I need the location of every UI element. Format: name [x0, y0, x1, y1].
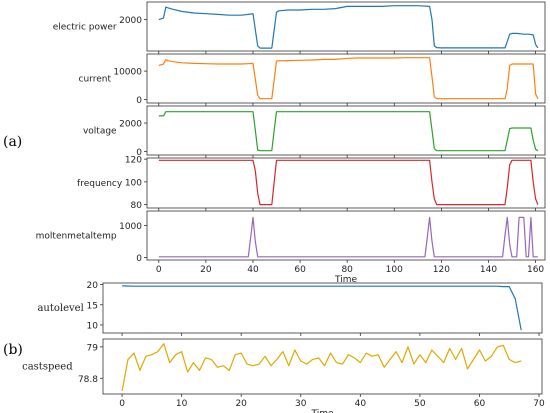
x-tick-label: 40: [247, 265, 259, 275]
x-axis-label: Time: [334, 275, 357, 285]
y-tick-label: 100: [125, 178, 142, 188]
plot-frame: [146, 105, 546, 156]
x-tick-label: 50: [414, 399, 426, 409]
x-tick-label: 140: [480, 265, 497, 275]
y-axis-label: moltenmetaltemp: [36, 232, 117, 242]
plot-frame: [146, 210, 546, 261]
chart-panel-5: 0 1000 0 20 40 60 80 100 120 140 160 moltenmetaltem…: [36, 210, 546, 285]
x-tick-label: 160: [527, 265, 544, 275]
plot-frame: [146, 157, 546, 209]
y-tick-label: 10000: [113, 68, 142, 78]
chart-panel-7: 78.8 79 0 10 20 30 40 50 60 70 castspeed Time: [22, 338, 545, 413]
x-tick-label: 120: [433, 265, 450, 275]
y-tick-label: 80: [131, 201, 143, 211]
plot-frame: [146, 53, 546, 104]
x-tick-label: 60: [474, 399, 486, 409]
chart-panel-4: 80 100 120 frequency: [77, 156, 546, 211]
y-axis-label: voltage: [83, 127, 117, 137]
y-tick-label: 0: [136, 254, 142, 264]
y-tick-label: 20: [87, 281, 99, 291]
plot-frame: [102, 338, 543, 395]
y-tick-label: 78.8: [78, 375, 98, 385]
series-line-current: [158, 57, 539, 100]
x-tick-label: 100: [386, 265, 403, 275]
y-tick-label: 79: [87, 343, 99, 353]
x-axis-label: Time: [310, 409, 333, 413]
panel-label-b: (b): [3, 342, 23, 358]
x-tick-label: 10: [176, 399, 188, 409]
plot-frame: [146, 1, 546, 52]
y-axis-label: autolevel: [37, 303, 83, 314]
y-axis-label: current: [79, 75, 112, 85]
y-tick-label: 0: [136, 96, 142, 106]
series-line-castspeed: [121, 343, 522, 392]
x-tick-label: 0: [119, 399, 125, 409]
chart-panel-6: 10 15 20 autolevel: [37, 281, 543, 336]
plot-frame: [102, 282, 543, 334]
x-tick-label: 80: [341, 265, 353, 275]
y-axis-label: castspeed: [22, 362, 73, 373]
y-tick-label: 1000: [119, 222, 142, 232]
y-tick-label: 15: [87, 301, 98, 311]
series-line-frequency: [158, 159, 539, 206]
series-line-electric power: [158, 5, 539, 49]
y-axis-label: frequency: [77, 179, 123, 189]
y-tick-label: 10: [87, 321, 99, 331]
y-axis-label: electric power: [53, 23, 117, 33]
y-tick-label: 2000: [119, 120, 142, 130]
series-line-moltenmetaltemp: [158, 216, 538, 258]
series-line-voltage: [158, 111, 539, 152]
y-tick-label: 0: [136, 148, 142, 158]
x-tick-label: 40: [355, 399, 367, 409]
x-tick-label: 70: [533, 399, 545, 409]
panel-label-a: (a): [3, 134, 23, 150]
y-tick-label: 120: [125, 156, 142, 166]
series-line-autolevel: [122, 285, 522, 331]
y-tick-label: 2000: [119, 16, 142, 26]
x-tick-label: 60: [294, 265, 306, 275]
x-tick-label: 20: [200, 265, 212, 275]
x-tick-label: 20: [235, 399, 247, 409]
x-tick-label: 30: [295, 399, 307, 409]
x-tick-label: 0: [156, 265, 162, 275]
